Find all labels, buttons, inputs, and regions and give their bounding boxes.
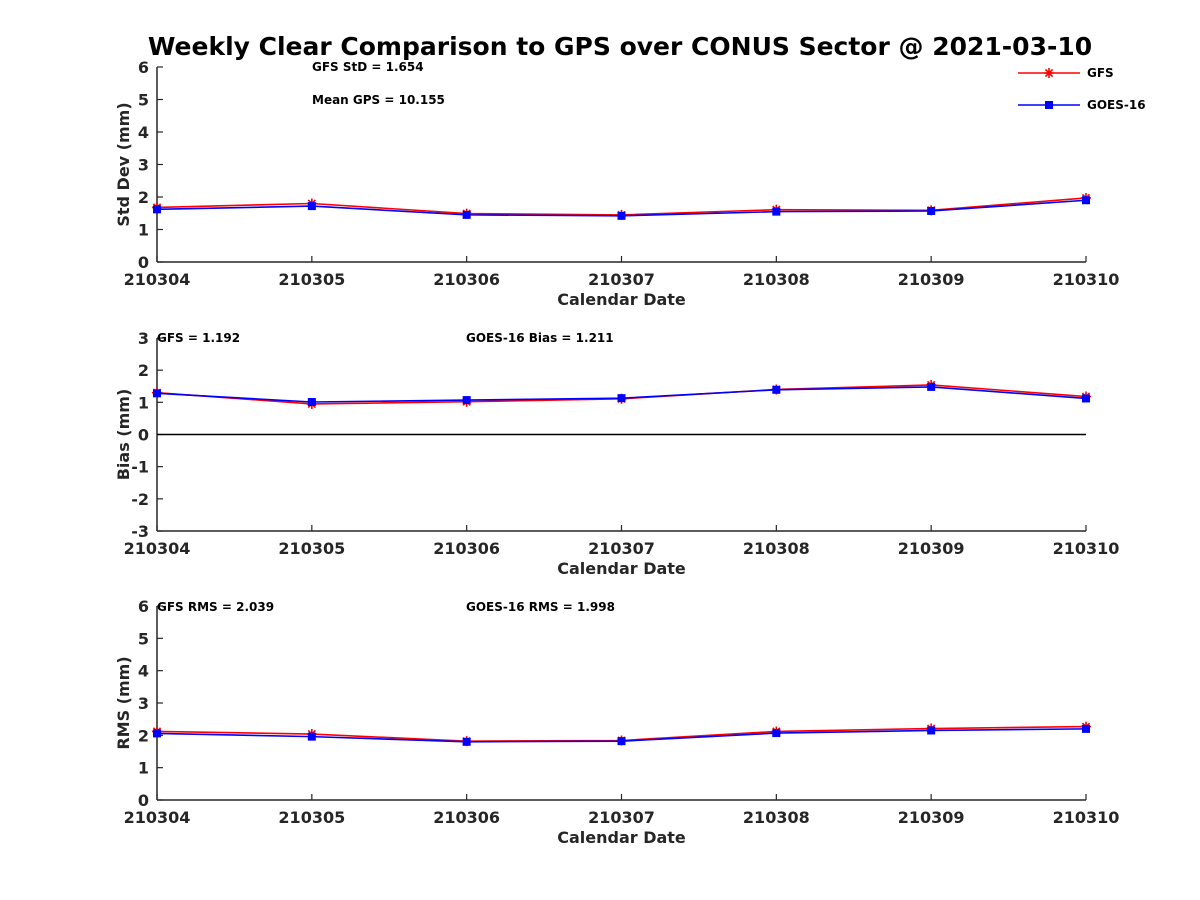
x-tick-label: 210309 — [898, 270, 965, 289]
y-tick-label: 0 — [138, 791, 149, 810]
x-tick-label: 210305 — [278, 539, 345, 558]
y-tick-label: 6 — [138, 58, 149, 77]
x-axis-label: Calendar Date — [557, 828, 686, 847]
series-goes-16 — [153, 196, 1090, 220]
y-tick-label: 1 — [138, 221, 149, 240]
data-point — [153, 205, 161, 214]
series-goes-16 — [153, 382, 1090, 407]
data-point — [927, 726, 936, 735]
data-point — [1082, 394, 1090, 403]
data-point — [1082, 196, 1090, 205]
y-tick-label: 4 — [138, 662, 149, 681]
y-tick-label: 0 — [138, 426, 149, 445]
data-point — [462, 396, 471, 405]
legend-marker — [1044, 68, 1054, 78]
y-tick-label: 1 — [138, 393, 149, 412]
data-point — [927, 382, 936, 391]
y-tick-label: 3 — [138, 156, 149, 175]
data-point — [462, 737, 471, 746]
legend-item: GFS — [1018, 66, 1114, 80]
stat-annotation: GOES-16 Bias = 1.211 — [466, 331, 614, 345]
data-point — [153, 729, 161, 738]
x-tick-label: 210307 — [588, 539, 655, 558]
y-tick-label: 5 — [138, 629, 149, 648]
panel-3: 0 1 2 3 4 5 6 210304 210305 210306 210307 210308 210… — [114, 597, 1119, 847]
data-point — [772, 207, 781, 216]
x-axis-label: Calendar Date — [557, 290, 686, 309]
y-tick-label: -3 — [131, 522, 149, 541]
y-tick-label: 1 — [138, 759, 149, 778]
y-tick-label: 2 — [138, 188, 149, 207]
y-tick-label: 4 — [138, 123, 149, 142]
legend-label: GFS — [1087, 66, 1114, 80]
x-tick-label: 210309 — [898, 539, 965, 558]
x-tick-label: 210305 — [278, 808, 345, 827]
data-point — [772, 385, 781, 394]
x-tick-label: 210304 — [124, 808, 191, 827]
y-tick-label: -1 — [131, 458, 149, 477]
data-point — [617, 394, 626, 403]
x-tick-label: 210306 — [433, 539, 500, 558]
x-tick-label: 210307 — [588, 808, 655, 827]
x-tick-label: 210310 — [1053, 270, 1120, 289]
y-axis-label: RMS (mm) — [114, 656, 133, 749]
data-point — [772, 729, 781, 738]
x-tick-label: 210307 — [588, 270, 655, 289]
y-tick-label: 2 — [138, 361, 149, 380]
legend-item: GOES-16 — [1018, 98, 1146, 112]
y-tick-label: 0 — [138, 253, 149, 272]
stat-annotation: GFS RMS = 2.039 — [157, 600, 274, 614]
x-tick-label: 210304 — [124, 539, 191, 558]
x-tick-label: 210306 — [433, 270, 500, 289]
legend-label: GOES-16 — [1087, 98, 1146, 112]
stat-annotation: GFS StD = 1.654 — [312, 60, 424, 74]
y-tick-label: 3 — [138, 329, 149, 348]
stat-annotation: Mean GPS = 10.155 — [312, 93, 445, 107]
x-tick-label: 210310 — [1053, 539, 1120, 558]
data-point — [1082, 724, 1090, 733]
data-point — [307, 732, 316, 741]
y-tick-label: 2 — [138, 726, 149, 745]
data-point — [617, 211, 626, 220]
data-point — [927, 206, 936, 215]
legend: GFS GOES-16 — [1018, 66, 1146, 112]
x-tick-label: 210310 — [1053, 808, 1120, 827]
series-goes-16 — [153, 724, 1090, 746]
data-point — [307, 398, 316, 407]
y-axis-label: Std Dev (mm) — [114, 102, 133, 226]
stat-annotation: GFS = 1.192 — [157, 331, 240, 345]
panel-1: 0 1 2 3 4 5 6 210304 210305 210306 210307 210308 210… — [114, 58, 1119, 309]
y-tick-label: -2 — [131, 490, 149, 509]
y-tick-label: 3 — [138, 694, 149, 713]
panel-2: -3 -2 -1 0 1 2 3 210304 210305 210306 210307 210308… — [114, 329, 1119, 578]
y-tick-label: 5 — [138, 91, 149, 110]
data-point — [462, 210, 471, 219]
y-axis-label: Bias (mm) — [114, 389, 133, 481]
legend-marker — [1045, 101, 1053, 109]
x-axis-label: Calendar Date — [557, 559, 686, 578]
x-tick-label: 210309 — [898, 808, 965, 827]
data-point — [307, 202, 316, 211]
figure-title: Weekly Clear Comparison to GPS over CONU… — [148, 32, 1092, 61]
x-tick-label: 210306 — [433, 808, 500, 827]
stat-annotation: GOES-16 RMS = 1.998 — [466, 600, 615, 614]
y-tick-label: 6 — [138, 597, 149, 616]
data-point — [617, 737, 626, 746]
x-tick-label: 210308 — [743, 539, 810, 558]
x-tick-label: 210304 — [124, 270, 191, 289]
x-tick-label: 210308 — [743, 270, 810, 289]
x-tick-label: 210308 — [743, 808, 810, 827]
data-point — [153, 389, 161, 398]
x-tick-label: 210305 — [278, 270, 345, 289]
